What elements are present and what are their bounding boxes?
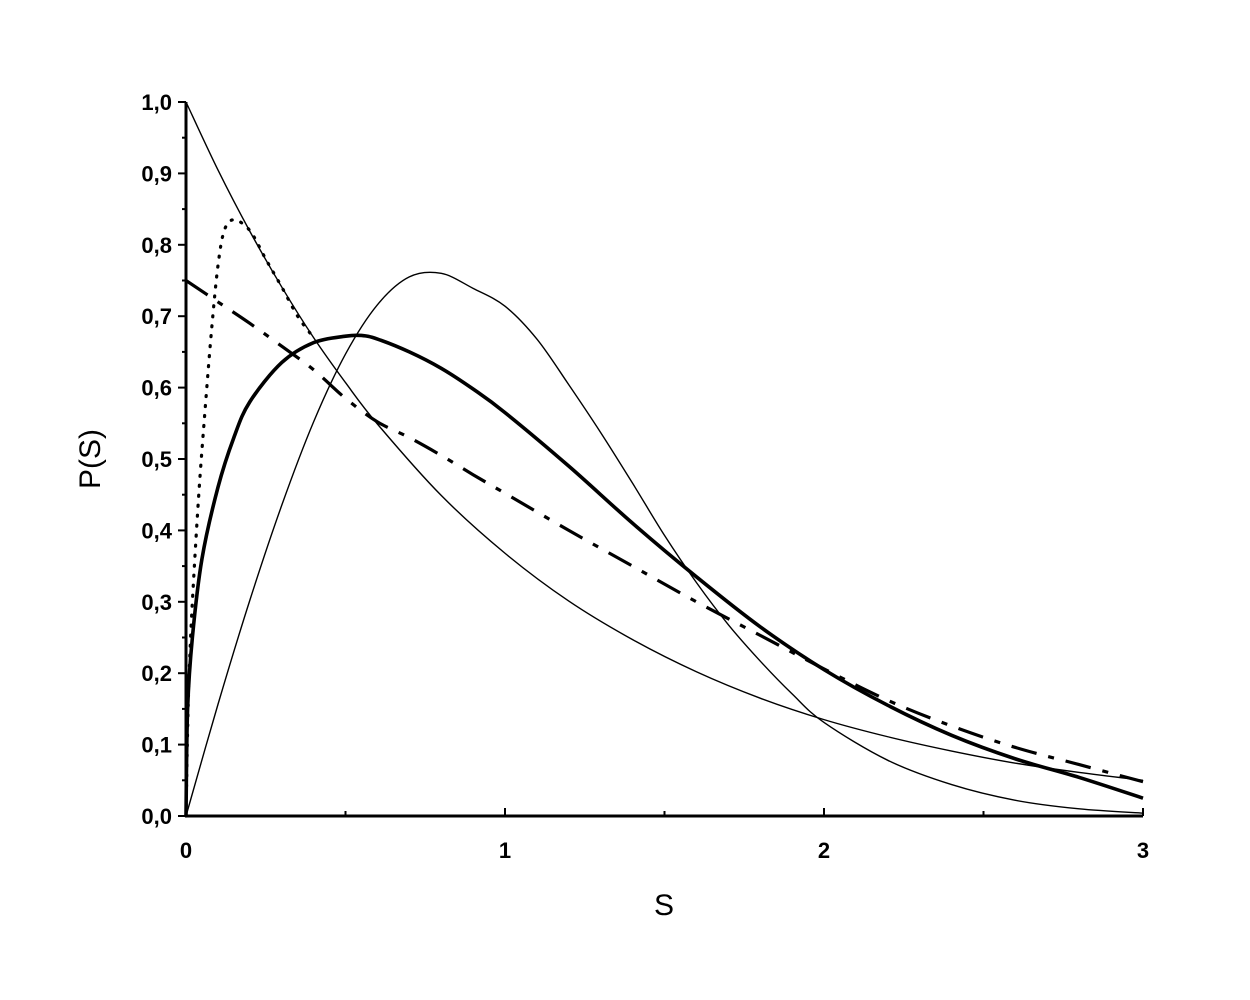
- x-tick-label: 3: [1137, 838, 1149, 863]
- x-axis-label: S: [654, 889, 674, 922]
- x-tick-label: 1: [499, 838, 511, 863]
- y-tick-label: 0,5: [141, 447, 172, 472]
- y-tick-label: 0,6: [141, 376, 172, 401]
- series-line-2-thin-solid: [185, 271, 1144, 817]
- series-line-3-thick-solid: [184, 333, 1144, 817]
- y-tick-label: 0,0: [141, 804, 172, 829]
- y-tick-label: 0,1: [141, 733, 172, 758]
- x-tick-label: 2: [818, 838, 830, 863]
- y-tick-label: 0,9: [141, 161, 172, 186]
- y-tick-label: 0,7: [141, 304, 172, 329]
- ticks-layer: 0,0 0,1 0,2 0,3 0,4 0,5 0,6 0,7 0,8 0,9 1,0 0 1 2 3: [141, 90, 1149, 863]
- series-line-1-thin-solid: [185, 101, 1144, 781]
- series-line-5-dashed: [185, 279, 1144, 784]
- y-tick-label: 0,3: [141, 590, 172, 615]
- series-line-4-dotted: [184, 218, 316, 818]
- y-tick-label: 1,0: [141, 90, 172, 115]
- y-tick-label: 0,8: [141, 233, 172, 258]
- y-tick-label: 0,2: [141, 661, 172, 686]
- series-layer: [184, 101, 1144, 818]
- x-tick-label: 0: [180, 838, 192, 863]
- y-tick-label: 0,4: [141, 518, 172, 543]
- y-axis-label: P(S): [74, 429, 107, 489]
